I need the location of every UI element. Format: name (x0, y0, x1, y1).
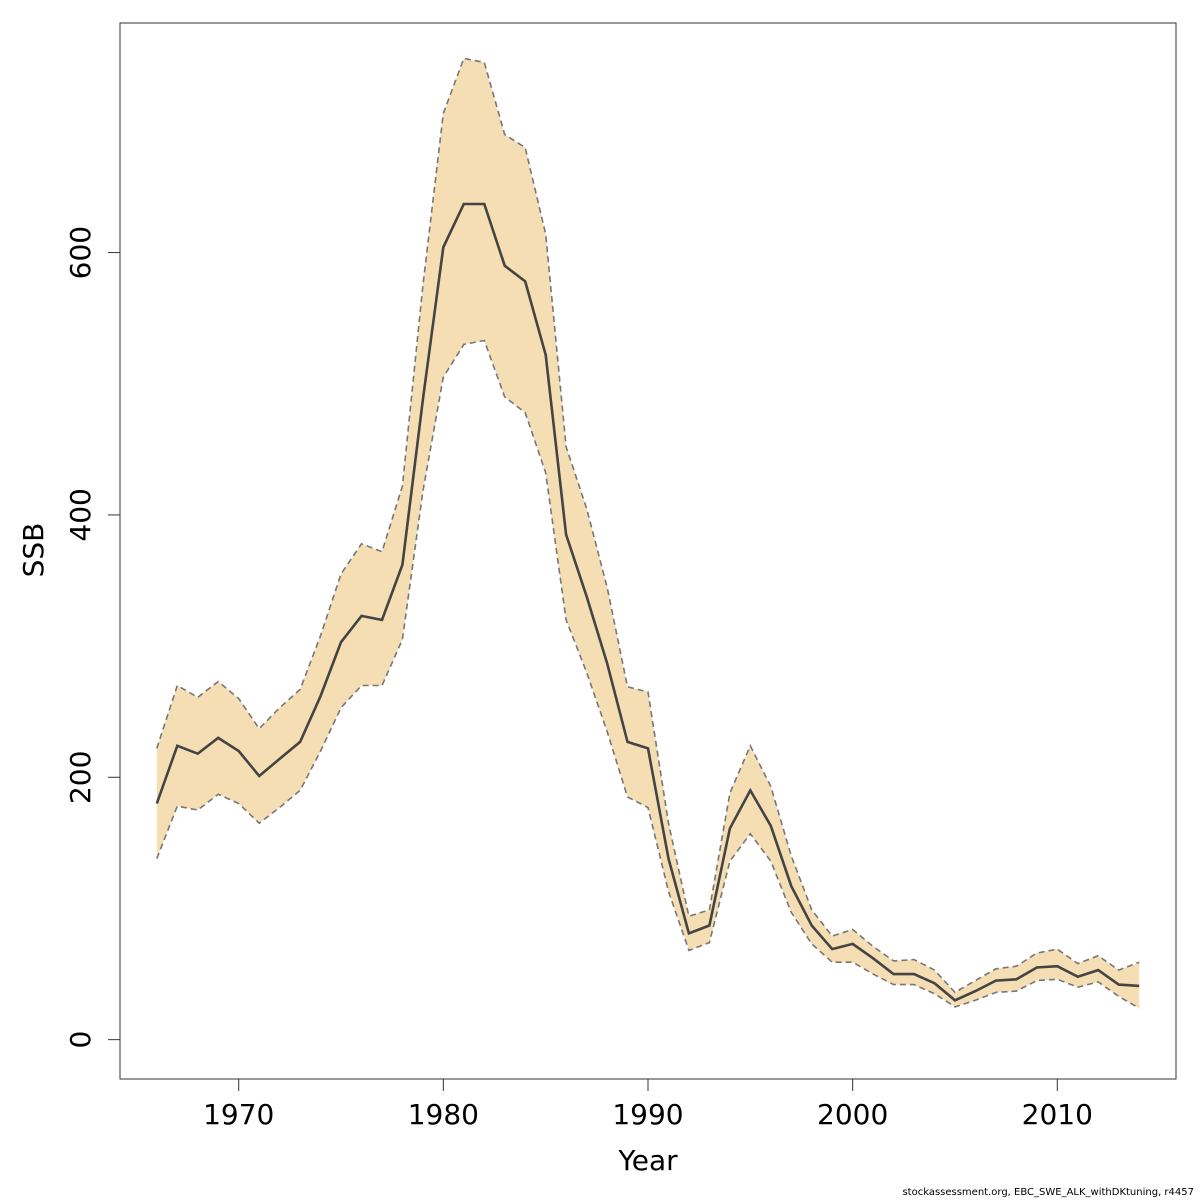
upper-bound-line (156, 57, 1140, 994)
y-tick-label: 200 (64, 751, 97, 804)
y-tick-label: 400 (64, 488, 97, 541)
footer-credit: stockassessment.org, EBC_SWE_ALK_withDKt… (902, 1187, 1194, 1198)
axes: 1970 1980 1990 2000 2010 0 200 400 600 (64, 22, 1177, 1131)
x-tick-label: 1970 (203, 1098, 274, 1131)
x-tick-label: 2000 (817, 1098, 888, 1131)
lower-bound-line (156, 339, 1140, 1009)
plot-area (155, 57, 1140, 1009)
ssb-estimate-line (155, 202, 1140, 1002)
x-tick-label: 1980 (408, 1098, 479, 1131)
x-axis-label: Year (617, 1144, 678, 1177)
y-tick-label: 0 (64, 1031, 97, 1049)
x-tick-label: 1990 (612, 1098, 683, 1131)
plot-frame (119, 22, 1177, 1080)
y-tick-label: 600 (64, 226, 97, 279)
y-axis-label: SSB (17, 523, 50, 578)
x-tick-label: 2010 (1022, 1098, 1093, 1131)
confidence-band (156, 58, 1140, 1009)
